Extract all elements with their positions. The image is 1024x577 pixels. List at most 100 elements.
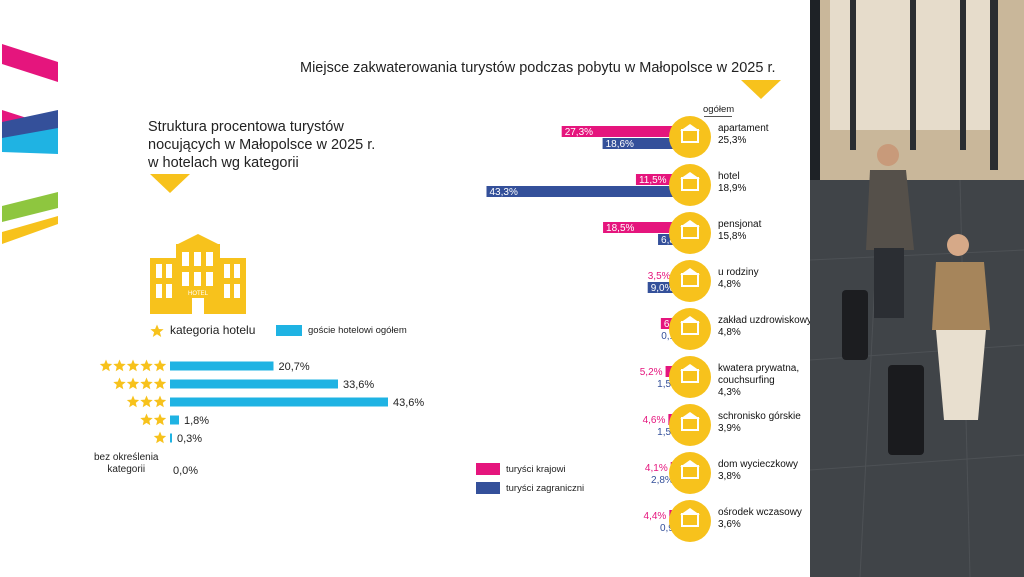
overall-header: ogółem <box>703 104 735 115</box>
no-category-line-2: kategorii <box>107 464 146 475</box>
left-chart-title: Struktura procentowa turystów nocujących… <box>148 118 375 172</box>
star-icon <box>113 359 126 372</box>
family-home-icon <box>669 260 711 302</box>
category-name-7: dom wycieczkowy <box>718 459 798 470</box>
hotel-bar-1-stars <box>170 433 172 443</box>
hotel-bar-label: 1,8% <box>184 415 209 427</box>
private-house-icon <box>669 356 711 398</box>
label-foreign-6: 1,5% <box>657 427 680 438</box>
star-icon <box>153 431 167 444</box>
star-icon <box>126 359 140 372</box>
mountain-hut-icon-roof <box>680 412 700 419</box>
title-marker-triangle <box>741 80 781 99</box>
apartment-key-icon <box>669 116 711 158</box>
star-icon <box>126 377 140 390</box>
tourist-house-icon <box>669 452 711 494</box>
travelers-photo <box>810 0 1024 577</box>
hotel-icon-roof <box>680 172 700 179</box>
star-icon <box>126 395 140 408</box>
legend-domestic-swatch <box>476 463 500 475</box>
star-icon <box>153 413 167 426</box>
label-domestic-5: 5,2% <box>640 367 663 378</box>
hotel-category-bar-chart: 20,7% 33,6% 43,6% 1,8% 0,3% 0,0% <box>99 359 424 477</box>
hotel-icon <box>669 164 711 206</box>
holiday-resort-icon-roof <box>680 508 700 515</box>
bar-foreign-0 <box>602 138 690 149</box>
star-icon <box>99 359 113 372</box>
hotel-bar-label: 43,6% <box>393 397 424 409</box>
category-total-6: 3,9% <box>718 423 741 434</box>
star-icon <box>113 377 126 390</box>
label-foreign-5: 1,5% <box>657 379 680 390</box>
bar-foreign-1 <box>486 186 690 197</box>
category-total-0: 25,3% <box>718 135 746 146</box>
hotel-building-icon: HOTEL <box>150 234 246 314</box>
hotel-bar-2-stars <box>170 415 179 425</box>
category-name-5: couchsurfing <box>718 375 775 386</box>
hotel-bar-label: 20,7% <box>279 361 310 373</box>
star-icon <box>140 359 153 372</box>
spa-building-icon-roof <box>680 316 700 323</box>
decorative-stripes <box>2 44 58 244</box>
stripe-cyan <box>2 128 58 154</box>
star-icon <box>153 359 167 372</box>
category-total-5: 4,3% <box>718 387 741 398</box>
legend-guests-swatch <box>276 325 302 336</box>
legend-guests-label: goście hotelowi ogółem <box>308 325 407 336</box>
label-domestic-6: 4,6% <box>643 415 666 426</box>
legend-foreign-label: turyści zagraniczni <box>506 483 585 494</box>
tourist-house-icon-roof <box>680 460 700 467</box>
left-title-line-2: nocujących w Małopolsce w 2025 r. <box>148 137 376 153</box>
category-total-7: 3,8% <box>718 471 741 482</box>
star-icon <box>153 395 167 408</box>
category-name-4: zakład uzdrowiskowy <box>718 315 810 326</box>
no-category-label: bez określenia kategorii <box>94 452 158 476</box>
category-total-3: 4,8% <box>718 279 741 290</box>
hotel-bar-3-stars <box>170 397 388 407</box>
label-foreign-0: 18,6% <box>606 139 634 150</box>
category-total-4: 4,8% <box>718 327 741 338</box>
family-home-icon-roof <box>680 268 700 275</box>
right-chart-title: Miejsce zakwaterowania turystów podczas … <box>300 60 776 76</box>
bar-domestic-2 <box>603 222 690 233</box>
star-icon <box>140 395 153 408</box>
bar-foreign-3 <box>647 282 690 293</box>
spa-building-icon <box>669 308 711 350</box>
hotel-bar-label: 33,6% <box>343 379 374 391</box>
category-name-0: apartament <box>718 123 769 134</box>
bar-domestic-0 <box>561 126 690 137</box>
label-foreign-3: 9,0% <box>651 283 674 294</box>
category-name-5: kwatera prywatna, <box>718 363 799 374</box>
hotel-sign-text: HOTEL <box>188 291 209 297</box>
label-foreign-7: 2,8% <box>651 475 674 486</box>
hotel-bar-label-no-category: 0,0% <box>173 465 198 477</box>
stripe-green <box>2 192 58 222</box>
apartment-key-icon-roof <box>680 124 700 131</box>
legend-foreign-swatch <box>476 482 500 494</box>
legend-star-icon <box>150 324 164 337</box>
label-domestic-1: 11,5% <box>639 175 667 186</box>
guesthouse-icon-roof <box>680 220 700 227</box>
no-category-line-1: bez określenia <box>94 452 159 463</box>
category-total-2: 15,8% <box>718 231 746 242</box>
guesthouse-icon <box>669 212 711 254</box>
left-title-line-1: Struktura procentowa turystów <box>148 119 344 135</box>
hotel-bar-5-stars <box>170 361 274 371</box>
category-total-1: 18,9% <box>718 183 746 194</box>
legend-category-label: kategoria hotelu <box>170 323 256 337</box>
mountain-hut-icon <box>669 404 711 446</box>
stripe-yellow <box>2 216 58 244</box>
holiday-resort-icon <box>669 500 711 542</box>
left-title-marker-triangle <box>150 174 190 193</box>
category-name-2: pensjonat <box>718 219 762 230</box>
overall-header-underline <box>704 116 732 117</box>
star-icon <box>140 377 153 390</box>
label-foreign-1: 43,3% <box>489 187 517 198</box>
star-icon <box>140 413 153 426</box>
label-domestic-2: 18,5% <box>606 223 634 234</box>
star-icon <box>153 377 167 390</box>
category-name-8: ośrodek wczasowy <box>718 507 802 518</box>
label-domestic-3: 3,5% <box>648 271 671 282</box>
label-domestic-7: 4,1% <box>645 463 668 474</box>
stripe-pink <box>2 44 58 82</box>
